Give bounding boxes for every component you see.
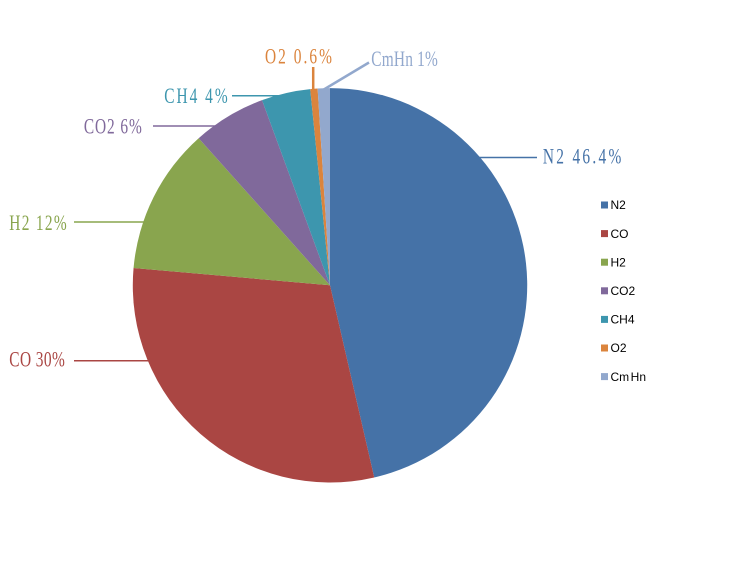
svg-text:O2 0.6%: O2 0.6% [265,45,332,69]
svg-text:CH4 4%: CH4 4% [164,84,228,108]
svg-text:N2: N2 [611,198,627,212]
svg-text:H2 12%: H2 12% [9,211,67,235]
svg-text:CO2 6%: CO2 6% [84,115,142,139]
svg-text:H2: H2 [611,255,627,269]
svg-text:CO: CO [611,227,629,241]
svg-text:CO 30%: CO 30% [9,348,65,372]
svg-text:CmHn 1%: CmHn 1% [371,48,438,72]
svg-text:O2: O2 [611,341,627,355]
svg-text:CO2: CO2 [611,284,636,298]
svg-text:CH4: CH4 [611,313,635,327]
svg-text:N2 46.4%: N2 46.4% [543,145,622,169]
svg-text:CmHn: Cm Hn [611,370,647,384]
